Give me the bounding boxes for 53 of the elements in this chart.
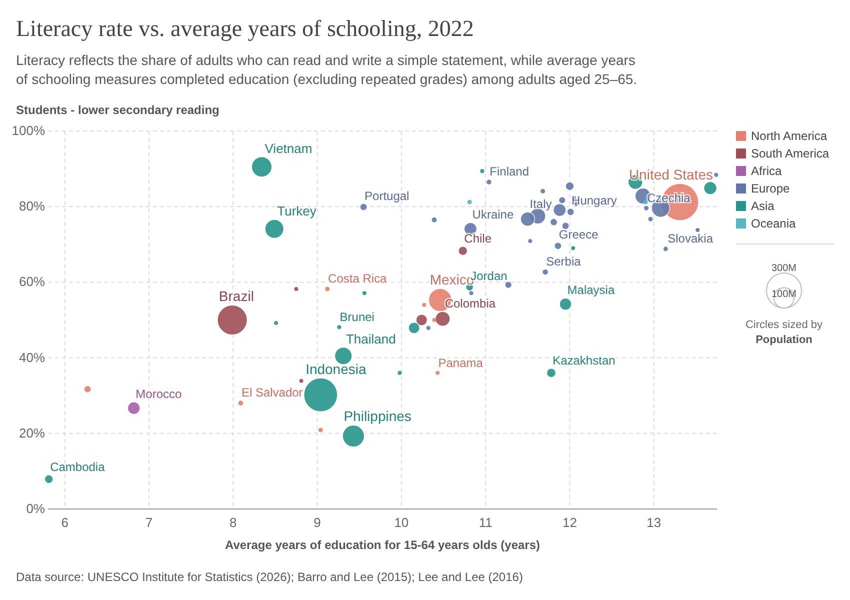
y-tick-label: 80% [18,198,46,214]
annotation: Thailand [346,331,396,346]
y-tick-label: 0% [26,501,46,516]
x-tick-label: 8 [230,515,237,530]
y-tick-label: 40% [18,350,46,365]
annotation: Indonesia [306,361,366,378]
text: Population [756,334,813,346]
legend-label: North America [751,129,828,143]
annotation: Malaysia [567,283,615,298]
legend-label: Oceania [751,216,796,230]
x-tick-label: 13 [646,515,662,530]
source-note: Data source: UNESCO Institute for Statistics (2026); Barro and Lee (2015); Lee and Lee (2016) [16,570,523,584]
legend-label: 300M [771,263,797,274]
legend-label: 100M [771,288,797,300]
x-tick-label: 10 [394,515,409,530]
x-axis-title: Average years of education for 15-64 years olds (years) [224,538,540,552]
annotation: Vietnam [264,140,312,156]
annotation: Ukraine [472,208,514,222]
annotation: Chile [464,231,492,246]
annotation: Cambodia [50,460,106,474]
annotation: Portugal [364,188,410,203]
chart-title: Literacy rate vs. average years of schooling, 2022 [16,16,474,41]
annotation: El Salvador [241,386,303,400]
x-tick-label: 6 [61,515,68,530]
y-tick-label: 100% [12,123,46,138]
legend-label: Africa [751,164,782,178]
x-tick-label: 12 [562,515,577,530]
annotation: Kazakhstan [552,353,616,368]
chart-subtitle: Literacy reflects the share of adults who can read and write a simple statement, while average years of schooling measures completed education (excluding repeated grades) among adults aged 25–65. [16,52,638,87]
x-tick-label: 11 [478,515,492,530]
y-tick-label: 60% [18,274,46,290]
annotation: Philippines [344,408,412,424]
annotation: United States [628,166,713,183]
text: Circles sized by [745,319,824,331]
annotation: Hungary [572,194,617,208]
x-tick-label: 9 [314,515,321,530]
x-tick-label: 7 [145,515,153,530]
legend-label: Europe [751,182,790,196]
annotation: Slovakia [668,232,714,246]
annotation: Brazil [218,288,254,304]
y-axis-title: Students - lower secondary reading [16,103,220,117]
annotation: Panama [438,356,484,370]
annotation: Costa Rica [328,272,388,286]
annotation: Greece [558,228,599,242]
annotation: Finland [490,164,530,179]
annotation: Morocco [136,386,182,401]
annotation: Turkey [277,204,317,219]
legend-label: Asia [751,199,775,213]
annotation: Brunei [340,310,374,324]
y-tick-label: 20% [18,425,46,440]
legend-label: South America [751,146,830,160]
annotation: Serbia [546,254,582,268]
annotation: Italy [530,197,552,212]
